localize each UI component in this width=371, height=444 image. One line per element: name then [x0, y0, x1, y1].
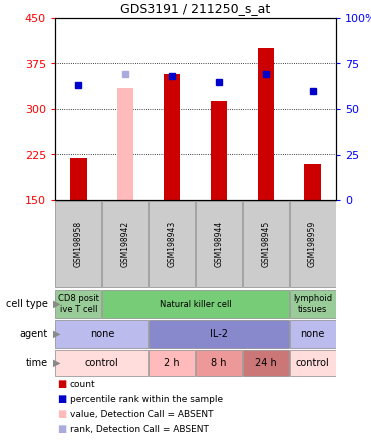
Text: rank, Detection Call = ABSENT: rank, Detection Call = ABSENT [70, 424, 209, 433]
Text: ▶: ▶ [53, 329, 60, 339]
Bar [56, 290, 101, 318]
Bar [290, 350, 335, 376]
Text: ■: ■ [58, 379, 67, 389]
Bar [290, 201, 335, 287]
Text: count: count [70, 380, 96, 388]
Text: lymphoid
tissues: lymphoid tissues [293, 294, 332, 314]
Bar [102, 201, 148, 287]
Text: none: none [90, 329, 114, 339]
Bar [290, 320, 335, 348]
Bar [257, 48, 274, 200]
Text: GSM198958: GSM198958 [74, 221, 83, 267]
Text: ▶: ▶ [53, 299, 60, 309]
Text: IL-2: IL-2 [210, 329, 228, 339]
Bar [70, 158, 86, 200]
Text: ■: ■ [58, 409, 67, 419]
Text: Natural killer cell: Natural killer cell [160, 300, 232, 309]
Bar [56, 320, 148, 348]
Text: CD8 posit
ive T cell: CD8 posit ive T cell [58, 294, 99, 314]
Bar [196, 350, 242, 376]
Text: percentile rank within the sample: percentile rank within the sample [70, 395, 223, 404]
Bar [196, 201, 242, 287]
Text: 2 h: 2 h [164, 358, 180, 368]
Bar [211, 101, 227, 200]
Text: value, Detection Call = ABSENT: value, Detection Call = ABSENT [70, 409, 213, 419]
Text: ■: ■ [58, 394, 67, 404]
Text: control: control [296, 358, 329, 368]
Bar [117, 88, 134, 200]
Text: ▶: ▶ [53, 358, 60, 368]
Bar [102, 290, 289, 318]
Title: GDS3191 / 211250_s_at: GDS3191 / 211250_s_at [120, 3, 270, 16]
Bar [149, 350, 195, 376]
Bar [164, 74, 180, 200]
Bar [149, 201, 195, 287]
Bar [243, 350, 289, 376]
Bar [243, 201, 289, 287]
Text: time: time [26, 358, 48, 368]
Text: GSM198942: GSM198942 [121, 221, 130, 267]
Text: 8 h: 8 h [211, 358, 227, 368]
Text: GSM198943: GSM198943 [168, 221, 177, 267]
Text: none: none [301, 329, 325, 339]
Bar [304, 163, 321, 200]
Text: 24 h: 24 h [255, 358, 277, 368]
Bar [56, 350, 148, 376]
Text: GSM198959: GSM198959 [308, 221, 317, 267]
Text: cell type: cell type [6, 299, 48, 309]
Bar [56, 201, 101, 287]
Bar [290, 290, 335, 318]
Text: ■: ■ [58, 424, 67, 434]
Text: GSM198944: GSM198944 [214, 221, 223, 267]
Bar [149, 320, 289, 348]
Text: agent: agent [20, 329, 48, 339]
Text: control: control [85, 358, 119, 368]
Text: GSM198945: GSM198945 [261, 221, 270, 267]
